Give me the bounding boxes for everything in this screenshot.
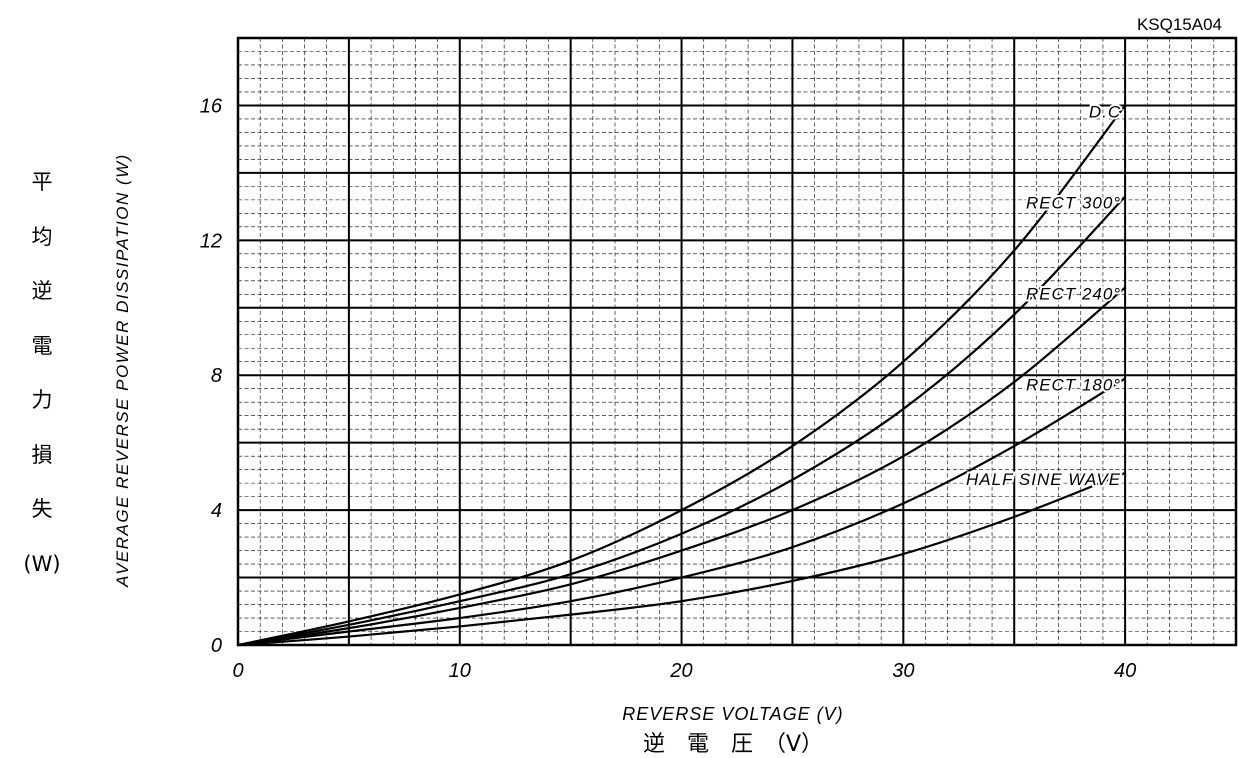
y-tick-label: 4 <box>211 500 222 522</box>
y-axis-label-jp-char: 平 <box>31 170 53 194</box>
tick-labels: 0 10 20 30 40 0 4 8 12 16 <box>200 95 1136 682</box>
series-line <box>237 195 1126 647</box>
series-label: RECT 180° <box>1026 376 1121 395</box>
chart-code: KSQ15A04 <box>1137 15 1222 34</box>
y-tick-label: 0 <box>211 635 222 657</box>
y-axis-label-jp-char: 均 <box>31 224 53 249</box>
series-line <box>237 377 1126 647</box>
series-lines: D.C RECT 300° RECT 240° RECT 180° HALF SINE … <box>237 100 1126 647</box>
x-tick-label: 20 <box>669 660 692 682</box>
series-label: RECT 240° <box>1026 285 1121 304</box>
series-line <box>237 104 1126 647</box>
series-line <box>237 286 1126 647</box>
x-axis-label: REVERSE VOLTAGE (V) <box>622 704 843 724</box>
series-label: RECT 300° <box>1026 193 1121 212</box>
series-label: HALF SINE WAVE <box>966 470 1121 489</box>
y-axis-label-jp-char: 力 <box>31 388 53 412</box>
series-line <box>237 471 1126 647</box>
y-axis-label-jp: 平 均 逆 電 力 損 失 (W) <box>22 155 62 591</box>
x-tick-label: 0 <box>232 660 243 682</box>
y-axis-label-jp-char: 逆 <box>31 279 53 303</box>
y-tick-label: 16 <box>200 95 223 117</box>
x-tick-label: 40 <box>1114 660 1136 682</box>
x-tick-label: 30 <box>892 660 914 682</box>
y-tick-label: 12 <box>200 230 222 252</box>
y-axis-label-jp-unit: (W) <box>23 551 61 576</box>
minor-grid <box>238 38 1236 645</box>
plot-frame <box>236 36 1238 647</box>
y-axis-label: AVERAGE REVERSE POWER DISSIPATION (W) <box>113 153 132 588</box>
y-axis-label-jp-char: 電 <box>31 333 53 358</box>
x-axis-label-jp: 逆 電 圧 （V） <box>643 732 823 757</box>
series-label: D.C <box>1089 102 1121 121</box>
y-axis-label-jp-char: 失 <box>31 497 53 521</box>
major-grid <box>237 37 1237 646</box>
y-axis-label-jp-char: 損 <box>31 442 53 467</box>
x-tick-label: 10 <box>449 660 471 682</box>
y-tick-label: 8 <box>211 365 222 387</box>
